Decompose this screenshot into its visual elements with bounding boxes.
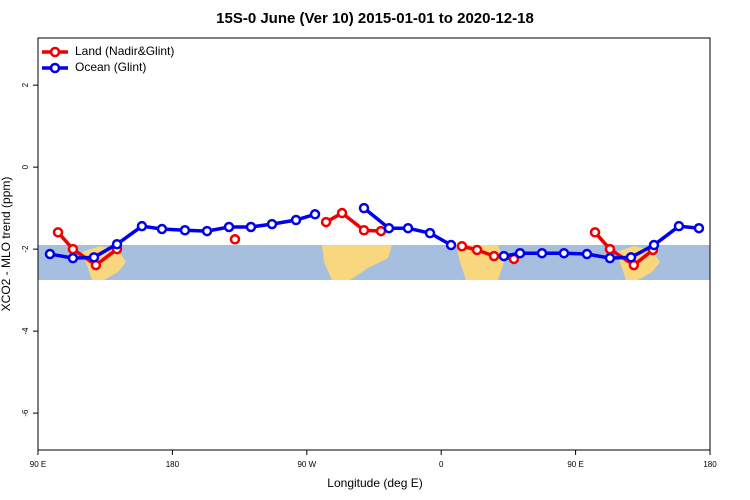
data-point: [604, 243, 616, 255]
data-point: [52, 227, 64, 238]
x-tick-label: 90 E: [30, 460, 46, 469]
data-point: [424, 227, 436, 239]
legend: Land (Nadir&Glint) Ocean (Glint): [42, 44, 174, 74]
x-tick-label: 180: [703, 460, 717, 469]
data-point: [514, 247, 526, 259]
map-band: [38, 245, 710, 280]
data-point: [309, 209, 321, 220]
data-point: [498, 250, 510, 262]
x-tick-label: 0: [439, 460, 444, 469]
y-tick-label: -2: [21, 245, 30, 253]
data-point: [445, 239, 457, 251]
data-point: [320, 216, 332, 228]
y-tick-label: 2: [21, 82, 30, 87]
x-axis-label: Longitude (deg E): [327, 476, 422, 490]
y-tick-label: -4: [21, 327, 30, 335]
legend-marker: [49, 46, 61, 58]
plot-frame: [37, 37, 711, 451]
y-tick-label: 0: [21, 164, 30, 169]
data-point: [201, 225, 213, 237]
data-point: [358, 225, 370, 236]
land-shape: [322, 245, 392, 280]
data-point: [604, 252, 616, 264]
data-point: [111, 238, 123, 250]
data-point: [383, 222, 395, 234]
x-tick-label: 90 W: [297, 460, 316, 469]
data-point: [266, 218, 278, 230]
data-point: [67, 243, 79, 255]
x-tick-label: 90 E: [567, 460, 583, 469]
data-point: [471, 244, 483, 256]
data-point: [358, 202, 370, 214]
data-point: [456, 241, 468, 252]
chart-title: 15S-0 June (Ver 10) 2015-01-01 to 2020-1…: [216, 10, 534, 27]
data-point: [44, 248, 56, 260]
data-point: [223, 221, 235, 233]
data-point: [245, 221, 257, 233]
data-point: [290, 214, 302, 226]
legend-marker: [49, 62, 61, 74]
data-point: [648, 239, 660, 251]
data-point: [581, 248, 593, 260]
data-point: [625, 252, 637, 263]
data-point: [156, 223, 168, 235]
legend-label: Land (Nadir&Glint): [75, 44, 174, 58]
data-point: [673, 220, 685, 232]
data-point: [402, 222, 414, 234]
data-point: [558, 247, 570, 259]
data-point: [179, 225, 191, 236]
data-point: [693, 222, 705, 234]
data-point: [488, 250, 500, 262]
x-tick-label: 180: [166, 460, 180, 469]
data-point: [229, 234, 241, 245]
data-point: [67, 252, 79, 264]
y-axis-label: XCO2 - MLO trend (ppm): [0, 177, 13, 312]
data-point: [336, 207, 348, 219]
legend-label: Ocean (Glint): [75, 60, 146, 74]
data-point: [589, 227, 601, 238]
data-point: [88, 252, 100, 263]
data-point: [536, 247, 548, 259]
y-tick-label: -6: [21, 409, 30, 417]
data-point: [136, 220, 148, 232]
